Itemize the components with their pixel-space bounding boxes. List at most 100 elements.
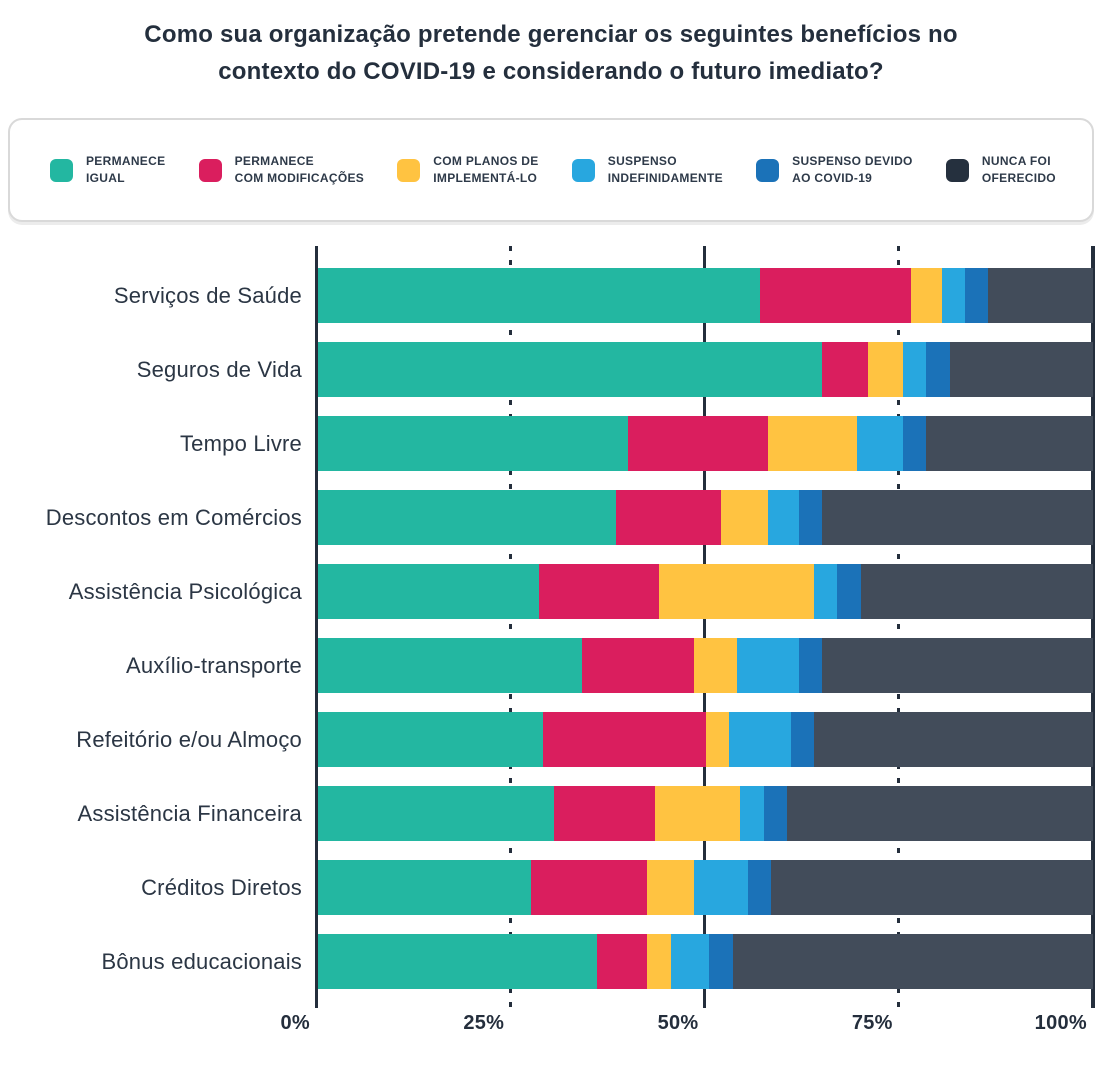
row-label: Bônus educacionais [101, 949, 302, 974]
bar-segment [693, 638, 737, 693]
row-label: Tempo Livre [179, 431, 302, 456]
bar-segment [318, 638, 582, 693]
bar-segment [318, 490, 617, 545]
legend-swatch-icon [756, 158, 780, 182]
bar-segment [965, 268, 989, 323]
gridline-solid [703, 246, 706, 1008]
bar-segment [926, 416, 1093, 471]
bar-segment [721, 490, 768, 545]
bar-segment [318, 934, 597, 989]
legend-swatch-icon [397, 158, 421, 182]
bar-segment [670, 934, 710, 989]
row-label: Refeitório e/ou Almoço [76, 727, 302, 752]
bar-segment [798, 638, 822, 693]
row-label: Assistência Psicológica [68, 579, 302, 604]
bar-row [318, 342, 1093, 397]
bar-segment [709, 934, 733, 989]
bar-segment [767, 416, 857, 471]
bar-segment [868, 342, 904, 397]
bar-segment [705, 712, 729, 767]
bar-segment [988, 268, 1093, 323]
row-label: Serviços de Saúde [113, 283, 302, 308]
legend-label: SUSPENSO DEVIDO AO COVID-19 [792, 153, 913, 185]
bar-segment [837, 564, 861, 619]
legend-item: PERMANECE COM MODIFICAÇÕES [198, 153, 365, 188]
bar-segment [647, 934, 671, 989]
gridline-dashed [897, 246, 901, 1008]
bar-segment [814, 712, 1093, 767]
bar-segment [655, 786, 741, 841]
bar-segment [821, 638, 1093, 693]
bar-segment [798, 490, 822, 545]
gridline-dashed [508, 246, 512, 1008]
bar-segment [693, 860, 749, 915]
bar-segment [538, 564, 659, 619]
bar-segment [531, 860, 648, 915]
bar-segment [790, 712, 814, 767]
bar-segment [736, 638, 799, 693]
bar-row [318, 934, 1093, 989]
bar-segment [903, 342, 927, 397]
legend-swatch-icon [945, 158, 969, 182]
legend-swatch-icon [198, 158, 222, 182]
bar-segment [542, 712, 706, 767]
chart-title: Como sua organização pretende gerenciar … [144, 21, 958, 86]
bar-segment [597, 934, 648, 989]
gridline-solid [314, 246, 318, 1008]
bar-segment [821, 490, 1093, 545]
bar-segment [856, 416, 904, 471]
bar-segment [767, 490, 799, 545]
bar-segment [821, 342, 869, 397]
bar-segment [732, 934, 1093, 989]
legend-item: SUSPENSO INDEFINIDAMENTE [571, 153, 723, 188]
bar-segment [728, 712, 791, 767]
x-axis-tick-label: 75% [851, 1012, 893, 1034]
legend-label: SUSPENSO INDEFINIDAMENTE [607, 153, 723, 185]
row-label: Seguros de Vida [136, 357, 302, 382]
legend-swatch-icon [571, 158, 595, 182]
bar-segment [740, 786, 764, 841]
x-axis-tick-label: 25% [463, 1012, 505, 1034]
bar-row [318, 416, 1093, 471]
bar-segment [318, 564, 539, 619]
bar-segment [860, 564, 1093, 619]
row-label: Créditos Diretos [141, 875, 302, 900]
legend-item: SUSPENSO DEVIDO AO COVID-19 [756, 153, 913, 188]
bar-segment [318, 860, 532, 915]
bar-row [318, 860, 1093, 915]
bar-segment [318, 268, 760, 323]
legend: PERMANECE IGUAL PERMANECE COM MODIFICAÇÕE… [8, 118, 1094, 222]
x-axis-tick-label: 100% [1034, 1012, 1087, 1034]
bar-segment [659, 564, 814, 619]
bar-segment [748, 860, 772, 915]
bar-segment [949, 342, 1093, 397]
legend-label: NUNCA FOI OFERECIDO [981, 153, 1056, 185]
bar-segment [903, 416, 927, 471]
legend-label: PERMANECE COM MODIFICAÇÕES [234, 153, 365, 185]
bar-segment [318, 712, 543, 767]
bar-row [318, 712, 1093, 767]
bar-row [318, 786, 1093, 841]
bar-row [318, 490, 1093, 545]
legend-swatch-icon [50, 158, 73, 182]
row-label: Auxílio-transporte [125, 653, 302, 678]
bar-row [318, 268, 1093, 323]
bar-segment [616, 490, 721, 545]
x-axis-tick-label: 50% [657, 1012, 699, 1034]
bar-segment [647, 860, 694, 915]
legend-item: COM PLANOS DE IMPLEMENTÁ-LO [397, 153, 538, 188]
bar-segment [786, 786, 1093, 841]
bar-segment [763, 786, 787, 841]
bar-segment [941, 268, 966, 323]
bar-segment [628, 416, 768, 471]
legend-item: PERMANECE IGUAL [50, 153, 165, 188]
bar-segment [581, 638, 694, 693]
bar-segment [759, 268, 911, 323]
gridline-solid [1091, 246, 1095, 1008]
legend-item: NUNCA FOI OFERECIDO [945, 153, 1056, 188]
x-axis-tick-label: 0% [280, 1012, 310, 1034]
bar-segment [554, 786, 656, 841]
bar-segment [926, 342, 950, 397]
bar-row [318, 564, 1093, 619]
